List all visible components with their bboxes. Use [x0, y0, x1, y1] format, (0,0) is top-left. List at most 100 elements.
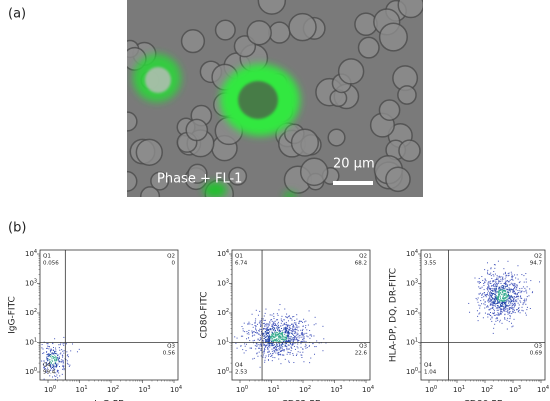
- event-dot: [255, 330, 257, 332]
- event-dot: [502, 304, 504, 306]
- event-dot: [293, 338, 295, 340]
- event-dot: [504, 301, 506, 303]
- scale-bar-label: 20 μm: [333, 157, 375, 172]
- x-tick-label: 103: [331, 385, 343, 395]
- event-dot: [491, 316, 493, 318]
- event-dot: [52, 342, 54, 344]
- event-dot: [259, 366, 261, 368]
- event-dot: [264, 357, 266, 359]
- event-dot: [500, 312, 502, 314]
- event-dot: [512, 275, 514, 277]
- event-dot: [509, 308, 511, 310]
- event-dot: [500, 278, 502, 280]
- event-dot: [284, 330, 286, 332]
- event-dot: [481, 297, 483, 299]
- cell: [185, 118, 209, 142]
- event-dot: [294, 329, 296, 331]
- event-dot: [499, 289, 501, 291]
- event-dot: [256, 353, 258, 355]
- event-dot: [268, 343, 270, 345]
- event-dot: [48, 355, 50, 357]
- event-dot: [306, 335, 308, 337]
- event-dot: [525, 303, 527, 305]
- event-dot: [43, 352, 45, 354]
- event-dot: [275, 352, 277, 354]
- event-dot: [302, 338, 304, 340]
- event-dot: [292, 323, 294, 325]
- event-dot: [499, 295, 501, 297]
- event-dot: [293, 322, 295, 324]
- event-dot: [59, 375, 61, 377]
- event-dot: [497, 305, 499, 307]
- event-dot: [46, 356, 48, 358]
- event-dot: [287, 316, 289, 318]
- event-dot: [267, 338, 269, 340]
- event-dot: [260, 349, 262, 351]
- event-dot: [516, 295, 518, 297]
- event-dot: [273, 317, 275, 319]
- event-dot: [508, 302, 510, 304]
- event-dot: [255, 332, 257, 334]
- event-dot: [493, 314, 495, 316]
- event-dot: [267, 323, 269, 325]
- event-dot: [520, 290, 522, 292]
- event-dot: [306, 329, 308, 331]
- event-dot: [62, 367, 64, 369]
- event-dot: [242, 335, 244, 337]
- tick-base: 10: [217, 339, 226, 347]
- event-dot: [296, 314, 298, 316]
- event-dot: [268, 337, 270, 339]
- event-dot: [526, 292, 528, 294]
- event-dot: [271, 320, 273, 322]
- event-dot: [266, 326, 268, 328]
- event-dot: [497, 312, 499, 314]
- event-dot: [282, 354, 284, 356]
- event-dot: [277, 334, 279, 336]
- event-dot: [46, 351, 48, 353]
- event-dot: [520, 297, 522, 299]
- event-dot: [523, 275, 525, 277]
- event-dot: [504, 301, 506, 303]
- event-dot: [266, 347, 268, 349]
- event-dot: [287, 348, 289, 350]
- event-dot: [294, 336, 296, 338]
- event-dot: [496, 291, 498, 293]
- event-dot: [497, 282, 499, 284]
- tick-base: 10: [25, 368, 34, 376]
- event-dot: [287, 341, 289, 343]
- tick-exponent: 4: [371, 385, 374, 391]
- event-dot: [279, 350, 281, 352]
- event-dot: [518, 304, 520, 306]
- event-dot: [49, 356, 51, 358]
- event-dot: [265, 336, 267, 338]
- event-dot: [477, 281, 479, 283]
- event-dot: [306, 332, 308, 334]
- event-dot: [292, 339, 294, 341]
- event-dot: [478, 286, 480, 288]
- event-dot: [60, 361, 62, 363]
- event-dot: [292, 326, 294, 328]
- event-dot: [42, 363, 44, 365]
- event-dot: [486, 293, 488, 295]
- event-dot: [269, 342, 271, 344]
- event-dot: [490, 314, 492, 316]
- event-dot: [509, 300, 511, 302]
- event-dot: [63, 350, 65, 352]
- event-dot: [46, 360, 48, 362]
- event-dot: [289, 332, 291, 334]
- event-dot: [312, 343, 314, 345]
- event-dot: [55, 360, 57, 362]
- event-dot: [514, 300, 516, 302]
- event-dot: [52, 355, 54, 357]
- event-dot: [489, 287, 491, 289]
- event-dot: [495, 295, 497, 297]
- tick-base: 10: [406, 250, 415, 258]
- event-dot: [271, 339, 273, 341]
- event-dot: [252, 334, 254, 336]
- event-dot: [290, 329, 292, 331]
- tick-exponent: 1: [415, 337, 418, 343]
- event-dot: [240, 335, 242, 337]
- event-dot: [525, 278, 527, 280]
- event-dot: [498, 286, 500, 288]
- event-dot: [506, 288, 508, 290]
